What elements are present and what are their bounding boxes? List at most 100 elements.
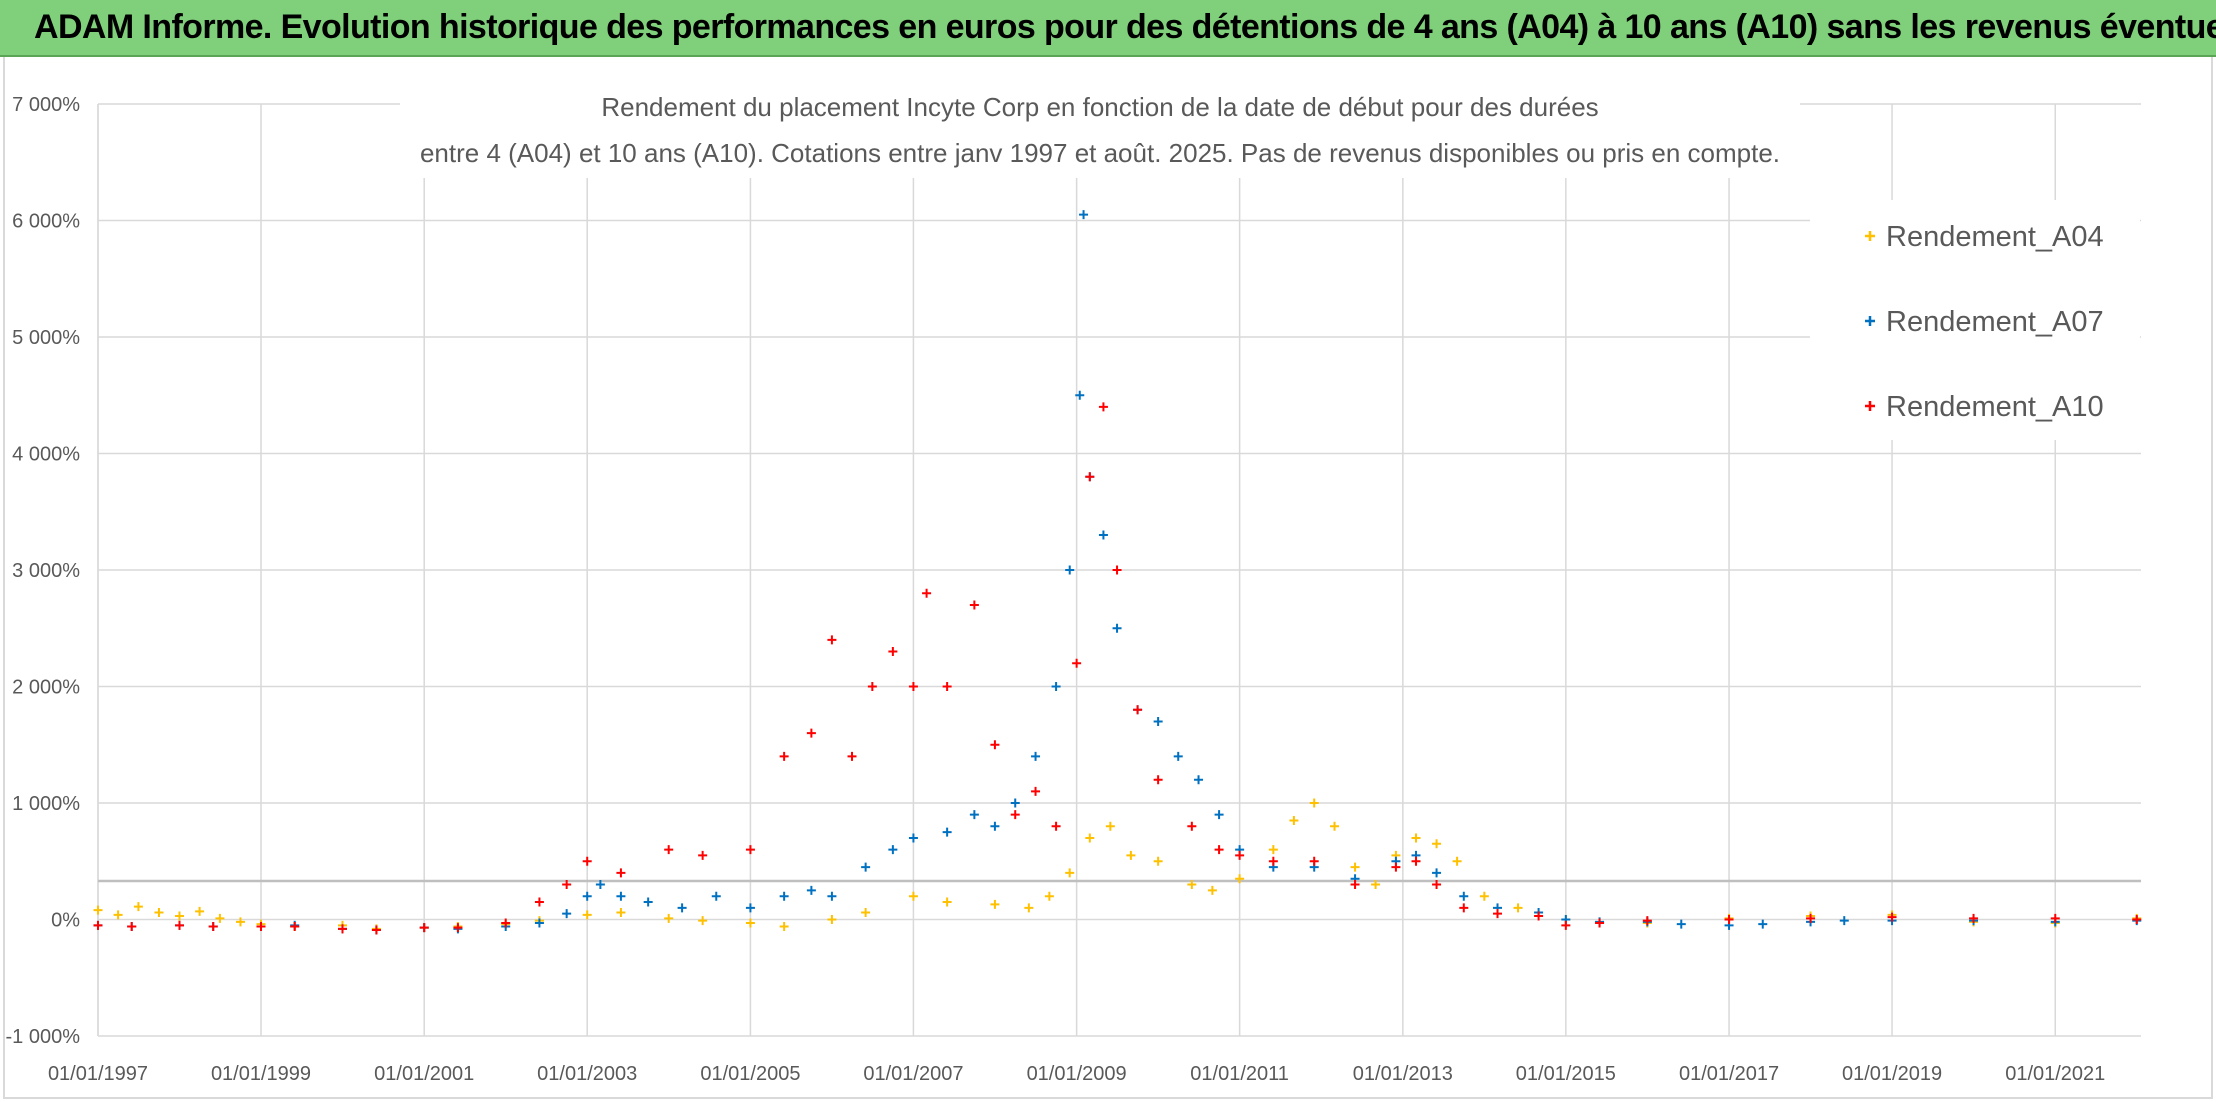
point-rendement-a07 — [1459, 891, 1469, 901]
point-rendement-a10 — [1534, 911, 1544, 921]
legend-label: Rendement_A04 — [1886, 221, 2104, 253]
y-tick-label: 6 000% — [12, 211, 80, 233]
point-rendement-a10 — [256, 921, 266, 931]
point-rendement-a04 — [1024, 903, 1034, 913]
point-rendement-a04 — [1350, 862, 1360, 872]
point-rendement-a10 — [698, 850, 708, 860]
point-rendement-a10 — [616, 868, 626, 878]
point-rendement-a10 — [290, 921, 300, 931]
y-tick-label: 1 000% — [12, 793, 80, 815]
y-tick-label: 2 000% — [12, 677, 80, 699]
point-rendement-a10 — [582, 856, 592, 866]
legend-marker — [1865, 231, 1875, 241]
point-rendement-a10 — [1133, 705, 1143, 715]
point-rendement-a10 — [174, 920, 184, 930]
point-rendement-a10 — [2132, 915, 2142, 924]
point-rendement-a10 — [1112, 565, 1122, 575]
point-rendement-a07 — [1098, 530, 1108, 540]
point-rendement-a04 — [1411, 833, 1421, 843]
point-rendement-a07 — [595, 880, 605, 890]
point-rendement-a07 — [711, 891, 721, 901]
y-tick-label: -1 000% — [6, 1026, 81, 1048]
point-rendement-a10 — [1085, 472, 1095, 482]
point-rendement-a07 — [1839, 916, 1849, 926]
point-rendement-a07 — [1079, 210, 1089, 220]
point-rendement-a07 — [908, 833, 918, 843]
point-rendement-a07 — [990, 821, 1000, 831]
point-rendement-a07 — [643, 897, 653, 907]
report-title: ADAM Informe. Evolution historique des p… — [34, 8, 2216, 46]
x-tick-label: 01/01/2011 — [1190, 1063, 1289, 1085]
point-rendement-a10 — [1098, 402, 1108, 412]
point-rendement-a04 — [113, 910, 123, 920]
point-rendement-a04 — [827, 915, 837, 924]
point-rendement-a10 — [990, 740, 1000, 750]
point-rendement-a07 — [806, 885, 816, 895]
report-banner: ADAM Informe. Evolution historique des p… — [0, 0, 2216, 57]
point-rendement-a04 — [154, 908, 164, 918]
point-rendement-a07 — [827, 891, 837, 901]
point-rendement-a10 — [562, 880, 572, 890]
point-rendement-a10 — [1031, 786, 1041, 796]
point-rendement-a04 — [582, 910, 592, 920]
x-tick-label: 01/01/1999 — [211, 1063, 311, 1085]
point-rendement-a07 — [1112, 623, 1122, 633]
legend-label: Rendement_A07 — [1886, 306, 2104, 338]
point-rendement-a07 — [1194, 775, 1204, 785]
point-rendement-a04 — [1207, 885, 1217, 895]
legend-marker — [1865, 401, 1875, 411]
point-rendement-a10 — [1391, 862, 1401, 872]
point-rendement-a07 — [616, 891, 626, 901]
x-tick-label: 01/01/2017 — [1679, 1063, 1779, 1085]
point-rendement-a04 — [1309, 798, 1319, 808]
point-rendement-a10 — [419, 923, 429, 933]
point-rendement-a10 — [1010, 810, 1020, 820]
y-tick-label: 7 000% — [12, 94, 80, 116]
point-rendement-a04 — [1126, 850, 1136, 860]
chart-title-line-1: Rendement du placement Incyte Corp en fo… — [601, 92, 1598, 122]
point-rendement-a10 — [847, 751, 857, 761]
point-rendement-a04 — [1235, 874, 1245, 884]
point-rendement-a10 — [1051, 821, 1061, 831]
y-tick-labels: -1 000% 0% 1 000% 2 000% 3 000% 4 000% 5 000% 6… — [6, 94, 81, 1048]
point-rendement-a07 — [1031, 751, 1041, 761]
point-rendement-a10 — [664, 845, 674, 855]
point-rendement-a04 — [1065, 868, 1075, 878]
point-rendement-a10 — [1969, 913, 1979, 923]
point-rendement-a10 — [779, 751, 789, 761]
chart-frame — [3, 57, 2213, 1099]
grid-layer — [97, 103, 2141, 1037]
point-rendement-a07 — [779, 891, 789, 901]
point-rendement-a07 — [888, 845, 898, 855]
point-rendement-a04 — [1432, 839, 1442, 849]
x-tick-label: 01/01/2009 — [1027, 1063, 1127, 1085]
point-rendement-a04 — [942, 897, 952, 907]
point-rendement-a10 — [1309, 856, 1319, 866]
point-rendement-a10 — [1187, 821, 1197, 831]
point-rendement-a04 — [1513, 903, 1523, 913]
point-rendement-a07 — [1051, 682, 1061, 691]
point-rendement-a10 — [1642, 916, 1652, 926]
point-rendement-a10 — [1806, 913, 1816, 923]
point-rendement-a04 — [235, 917, 245, 927]
x-tick-label: 01/01/2015 — [1516, 1063, 1616, 1085]
x-tick-label: 01/01/2003 — [537, 1063, 637, 1085]
point-rendement-a04 — [174, 911, 184, 921]
x-tick-label: 01/01/2007 — [863, 1063, 963, 1085]
point-rendement-a04 — [616, 908, 626, 918]
point-rendement-a10 — [337, 924, 347, 934]
point-rendement-a07 — [1676, 919, 1686, 929]
point-rendement-a07 — [1065, 565, 1075, 575]
point-rendement-a10 — [1214, 845, 1224, 855]
point-rendement-a07 — [534, 918, 544, 928]
point-rendement-a04 — [1268, 845, 1278, 855]
point-rendement-a10 — [1724, 915, 1734, 924]
point-rendement-a10 — [127, 921, 137, 931]
point-rendement-a04 — [133, 902, 143, 912]
point-rendement-a07 — [861, 862, 871, 872]
point-rendement-a10 — [1887, 912, 1897, 922]
point-rendement-a10 — [942, 682, 952, 691]
point-rendement-a10 — [1411, 856, 1421, 866]
point-rendement-a10 — [922, 588, 932, 598]
